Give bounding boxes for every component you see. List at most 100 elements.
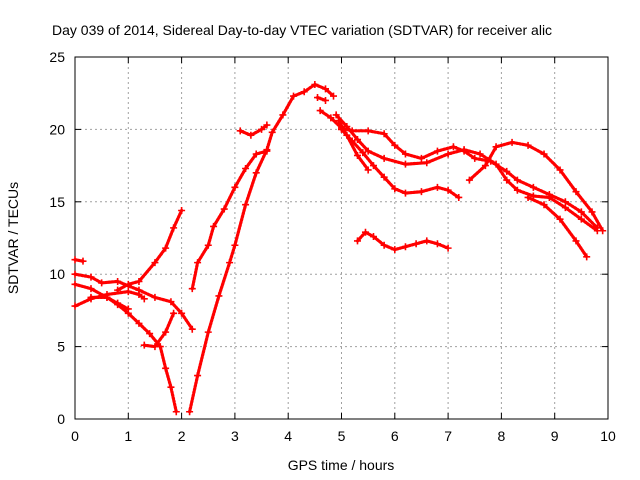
data-point-marker bbox=[167, 383, 175, 391]
x-tick-label: 10 bbox=[600, 428, 616, 444]
series-track-14 bbox=[337, 119, 370, 172]
data-point-marker bbox=[338, 125, 345, 133]
data-point-marker bbox=[87, 293, 95, 301]
data-point-marker bbox=[481, 162, 489, 170]
x-axis-label: GPS time / hours bbox=[288, 457, 395, 473]
data-point-marker bbox=[204, 328, 212, 336]
y-tick-label: 5 bbox=[57, 339, 65, 355]
data-point-marker bbox=[572, 237, 580, 245]
data-point-marker bbox=[353, 136, 361, 144]
data-point-marker bbox=[369, 233, 377, 241]
data-point-marker bbox=[140, 341, 148, 349]
data-point-marker bbox=[561, 204, 569, 212]
data-point-marker bbox=[188, 285, 196, 293]
data-point-marker bbox=[124, 305, 132, 313]
data-point-marker bbox=[71, 256, 79, 264]
data-point-marker bbox=[401, 189, 409, 197]
data-point-marker bbox=[343, 123, 351, 131]
data-point-marker bbox=[135, 290, 143, 298]
data-point-marker bbox=[140, 295, 148, 303]
data-point-marker bbox=[401, 150, 409, 158]
data-point-marker bbox=[364, 127, 372, 135]
data-point-marker bbox=[194, 259, 202, 267]
x-tick-label: 4 bbox=[284, 428, 292, 444]
data-point-marker bbox=[412, 240, 420, 248]
data-point-marker bbox=[316, 107, 324, 115]
data-point-marker bbox=[263, 147, 271, 155]
series-track-10 bbox=[238, 123, 269, 137]
data-point-marker bbox=[361, 228, 369, 236]
data-point-marker bbox=[380, 241, 388, 249]
data-point-marker bbox=[417, 188, 425, 196]
data-point-marker bbox=[433, 147, 441, 155]
y-tick-label: 10 bbox=[49, 266, 65, 282]
data-point-marker bbox=[433, 240, 441, 248]
data-point-marker bbox=[172, 408, 180, 416]
data-point-marker bbox=[135, 319, 143, 327]
data-point-marker bbox=[465, 176, 473, 184]
data-point-marker bbox=[151, 293, 159, 301]
data-point-marker bbox=[545, 193, 553, 201]
data-point-marker bbox=[540, 150, 548, 158]
y-tick-label: 15 bbox=[49, 194, 65, 210]
data-point-marker bbox=[79, 257, 87, 265]
data-point-marker bbox=[423, 159, 431, 167]
data-point-marker bbox=[391, 141, 399, 149]
x-tick-label: 3 bbox=[231, 428, 239, 444]
chart-title: Day 039 of 2014, Sidereal Day-to-day VTE… bbox=[52, 22, 552, 38]
data-point-marker bbox=[210, 222, 218, 230]
data-point-marker bbox=[348, 137, 356, 145]
x-tick-label: 0 bbox=[71, 428, 79, 444]
x-tick-label: 8 bbox=[498, 428, 506, 444]
data-point-marker bbox=[114, 277, 122, 285]
data-point-marker bbox=[215, 292, 223, 300]
data-point-marker bbox=[369, 162, 377, 170]
data-point-marker bbox=[391, 246, 399, 254]
data-point-marker bbox=[162, 328, 170, 336]
data-point-marker bbox=[279, 111, 287, 119]
data-point-marker bbox=[380, 173, 388, 181]
data-point-marker bbox=[492, 143, 500, 151]
data-point-marker bbox=[503, 167, 511, 175]
series-track-8 bbox=[188, 82, 336, 414]
data-point-marker bbox=[124, 288, 132, 296]
data-point-marker bbox=[364, 166, 372, 174]
data-point-marker bbox=[449, 143, 457, 151]
data-point-marker bbox=[71, 302, 79, 310]
series-track-7 bbox=[142, 311, 176, 349]
data-point-marker bbox=[188, 325, 196, 333]
y-tick-label: 20 bbox=[49, 121, 65, 137]
data-point-marker bbox=[300, 88, 308, 96]
data-point-marker bbox=[98, 279, 106, 287]
data-point-marker bbox=[364, 147, 372, 155]
x-tick-label: 9 bbox=[551, 428, 559, 444]
axis-ticks: 0 1 2 3 4 5 6 7 8 9 10 0 5 10 15 20 25 bbox=[49, 49, 616, 444]
data-point-marker bbox=[322, 85, 330, 93]
data-point-marker bbox=[231, 183, 239, 191]
data-point-marker bbox=[583, 253, 591, 261]
data-point-marker bbox=[252, 169, 260, 177]
x-tick-label: 5 bbox=[338, 428, 346, 444]
data-series bbox=[71, 81, 607, 416]
data-point-marker bbox=[540, 201, 548, 209]
data-point-marker bbox=[492, 160, 500, 168]
data-point-marker bbox=[330, 92, 338, 100]
data-point-marker bbox=[135, 277, 143, 285]
data-point-marker bbox=[353, 237, 361, 245]
data-point-marker bbox=[556, 166, 564, 174]
series-track-18 bbox=[526, 195, 589, 259]
series-track-17 bbox=[467, 140, 605, 233]
data-point-marker bbox=[178, 309, 186, 317]
data-point-marker bbox=[162, 364, 170, 372]
data-point-marker bbox=[167, 298, 175, 306]
data-point-marker bbox=[508, 138, 516, 146]
grid-lines bbox=[75, 57, 608, 419]
data-point-marker bbox=[263, 121, 271, 129]
data-point-marker bbox=[242, 164, 250, 172]
data-point-marker bbox=[513, 186, 521, 194]
data-point-marker bbox=[503, 176, 511, 184]
data-point-marker bbox=[455, 193, 463, 201]
y-axis-label: SDTVAR / TECUs bbox=[5, 182, 21, 294]
data-point-marker bbox=[268, 128, 276, 136]
data-point-marker bbox=[186, 408, 194, 416]
